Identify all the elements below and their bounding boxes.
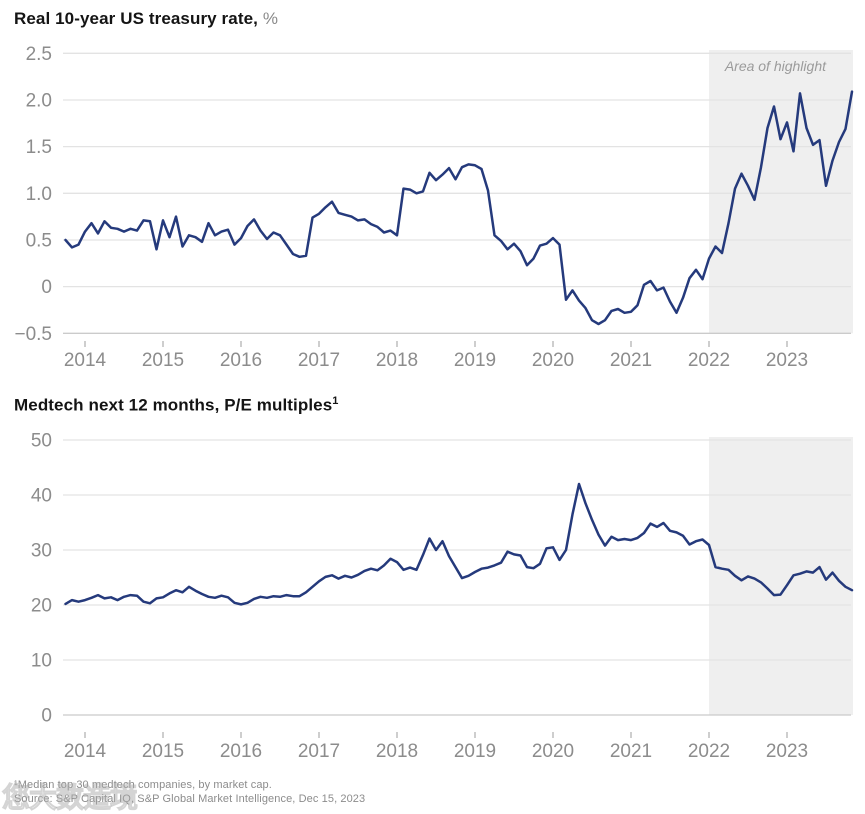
- treasury-chart-title-text: Real 10-year US treasury rate,: [14, 9, 258, 28]
- x-axis-label: 2020: [532, 741, 574, 762]
- x-axis-label: 2017: [298, 741, 340, 762]
- highlight-label: Area of highlight: [724, 58, 827, 74]
- y-axis-label: 0: [41, 706, 52, 727]
- y-axis-label: 2.0: [26, 90, 52, 111]
- y-axis-label: 30: [31, 541, 52, 562]
- x-axis-label: 2015: [142, 741, 184, 762]
- x-axis-label: 2023: [766, 350, 808, 371]
- treasury-chart-unit: %: [262, 9, 279, 28]
- source-note: Source: S&P Capital IQ, S&P Global Marke…: [14, 793, 366, 805]
- x-axis-label: 2016: [220, 350, 262, 371]
- x-axis-label: 2016: [220, 741, 262, 762]
- y-axis-label: 50: [31, 431, 52, 452]
- x-axis-label: 2015: [142, 350, 184, 371]
- highlight-region: [709, 50, 853, 334]
- x-axis-label: 2021: [610, 350, 652, 371]
- y-axis-label: 1.5: [26, 137, 52, 158]
- x-axis-label: 2017: [298, 350, 340, 371]
- y-axis-label: 0.5: [26, 230, 52, 251]
- data-series-line: [64, 482, 854, 606]
- x-axis-label: 2018: [376, 741, 418, 762]
- x-axis-label: 2020: [532, 350, 574, 371]
- pe-chart-title: Medtech next 12 months, P/E multiples1: [14, 395, 339, 416]
- x-axis-label: 2018: [376, 350, 418, 371]
- pe-chart-title-text: Medtech next 12 months, P/E multiples: [14, 395, 333, 415]
- treasury-rate-line-chart: 2.5 2.0 1.5 1.0 0.5 0 −0.5 2014 2015 2016 2017 2018…: [14, 44, 854, 371]
- y-axis-label: 1.0: [26, 184, 52, 205]
- highlight-region: [709, 437, 853, 715]
- x-axis-label: 2022: [688, 350, 730, 371]
- pe-chart-footnote-marker: 1: [332, 395, 339, 407]
- chart-footnote: ¹Median top 30 medtech companies, by mar…: [14, 779, 272, 791]
- x-axis-label: 2019: [454, 350, 496, 371]
- treasury-chart-title: Real 10-year US treasury rate, %: [14, 9, 278, 29]
- y-axis-label: 2.5: [26, 44, 52, 65]
- x-axis-label: 2023: [766, 741, 808, 762]
- x-axis-label: 2021: [610, 741, 652, 762]
- pe-multiples-line-chart: 50 40 30 20 10 0 2014 2015 2016 2017 2018 2019 2020 2…: [31, 431, 854, 762]
- data-series-line: [64, 90, 854, 326]
- y-axis-label: 10: [31, 651, 52, 672]
- y-axis-label: 20: [31, 596, 52, 617]
- y-axis-label: −0.5: [14, 324, 52, 345]
- y-axis-label: 40: [31, 486, 52, 507]
- x-axis-label: 2014: [64, 741, 107, 762]
- x-axis-label: 2022: [688, 741, 730, 762]
- y-axis-label: 0: [41, 277, 52, 298]
- x-axis-label: 2019: [454, 741, 496, 762]
- x-axis-label: 2014: [64, 350, 107, 371]
